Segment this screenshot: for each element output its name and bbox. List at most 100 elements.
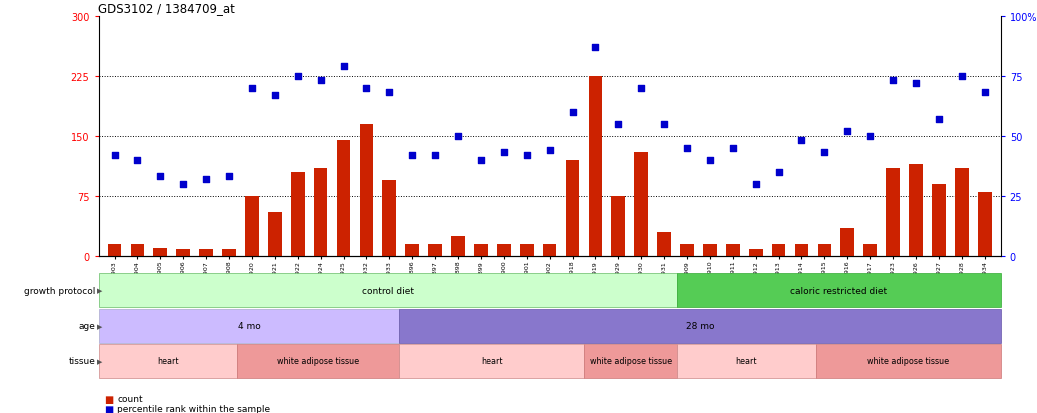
Point (977, 90, 993, 97)
Point (130, 157, 146, 164)
Bar (932, 184, 946, 256)
Bar (314, 168, 328, 256)
Text: ▶: ▶ (97, 323, 103, 329)
Point (496, 150, 512, 157)
Text: age: age (79, 321, 95, 330)
Bar (520, 244, 534, 256)
Point (930, 116, 947, 123)
Text: ■: ■ (104, 404, 113, 413)
Point (289, 73, 306, 80)
Bar (817, 244, 832, 256)
Bar (222, 250, 235, 256)
Text: percentile rank within the sample: percentile rank within the sample (117, 404, 271, 413)
Text: ■: ■ (104, 394, 113, 404)
Text: white adipose tissue: white adipose tissue (867, 356, 949, 366)
Point (541, 147, 558, 154)
Bar (542, 244, 557, 256)
Bar (909, 164, 923, 256)
Point (358, 85, 374, 92)
Bar (565, 160, 580, 256)
Point (518, 152, 535, 159)
Bar (612, 196, 625, 256)
Text: GDS3102 / 1384709_at: GDS3102 / 1384709_at (97, 2, 234, 15)
Point (633, 85, 649, 92)
Bar (237, 344, 399, 378)
Point (907, 80, 924, 87)
Bar (399, 309, 1001, 343)
Bar (383, 180, 396, 256)
Bar (268, 212, 282, 256)
Point (312, 78, 329, 85)
Bar (131, 244, 144, 256)
Bar (635, 152, 648, 256)
Point (587, 44, 604, 51)
Point (953, 73, 970, 80)
Point (427, 152, 444, 159)
Point (381, 90, 397, 97)
Bar (749, 250, 762, 256)
Point (244, 85, 260, 92)
Point (702, 157, 719, 164)
Point (725, 145, 741, 152)
Bar (399, 344, 584, 378)
Bar (677, 344, 816, 378)
Bar (584, 344, 677, 378)
Bar (451, 236, 465, 256)
Bar (589, 76, 602, 256)
Bar (153, 248, 167, 256)
Bar (955, 168, 969, 256)
Bar (978, 192, 991, 256)
Text: ▶: ▶ (97, 358, 103, 364)
Text: tissue: tissue (68, 356, 95, 366)
Text: white adipose tissue: white adipose tissue (589, 356, 672, 366)
Point (152, 174, 169, 180)
Text: white adipose tissue: white adipose tissue (277, 356, 360, 366)
Point (770, 169, 787, 176)
Bar (887, 168, 900, 256)
Bar (176, 250, 190, 256)
Bar (657, 232, 671, 256)
Bar (428, 244, 442, 256)
Text: heart: heart (481, 356, 503, 366)
Text: caloric restricted diet: caloric restricted diet (790, 286, 888, 295)
Bar (99, 344, 237, 378)
Point (839, 128, 856, 135)
Text: 28 mo: 28 mo (685, 321, 714, 330)
Bar (840, 228, 854, 256)
Bar (497, 244, 510, 256)
Point (335, 64, 352, 70)
Bar (703, 244, 717, 256)
Text: control diet: control diet (362, 286, 414, 295)
Bar (677, 274, 1001, 308)
Point (610, 121, 626, 128)
Point (450, 133, 467, 140)
Bar (337, 140, 351, 256)
Bar (290, 172, 305, 256)
Point (267, 92, 283, 99)
Bar (864, 244, 877, 256)
Point (221, 174, 237, 180)
Point (793, 138, 810, 145)
Point (198, 176, 215, 183)
Bar (772, 244, 785, 256)
Point (816, 150, 833, 157)
Text: growth protocol: growth protocol (24, 286, 95, 295)
Point (175, 181, 192, 188)
Bar (108, 244, 121, 256)
Point (106, 152, 122, 159)
Bar (680, 244, 694, 256)
Text: ▶: ▶ (97, 288, 103, 294)
Bar (474, 244, 487, 256)
Point (564, 109, 581, 116)
Bar (794, 244, 809, 256)
Point (748, 181, 764, 188)
Point (678, 145, 695, 152)
Point (862, 133, 878, 140)
Point (655, 121, 672, 128)
Bar (726, 244, 739, 256)
Text: 4 mo: 4 mo (237, 321, 260, 330)
Bar (99, 309, 399, 343)
Point (473, 157, 489, 164)
Text: heart: heart (735, 356, 757, 366)
Bar (199, 250, 213, 256)
